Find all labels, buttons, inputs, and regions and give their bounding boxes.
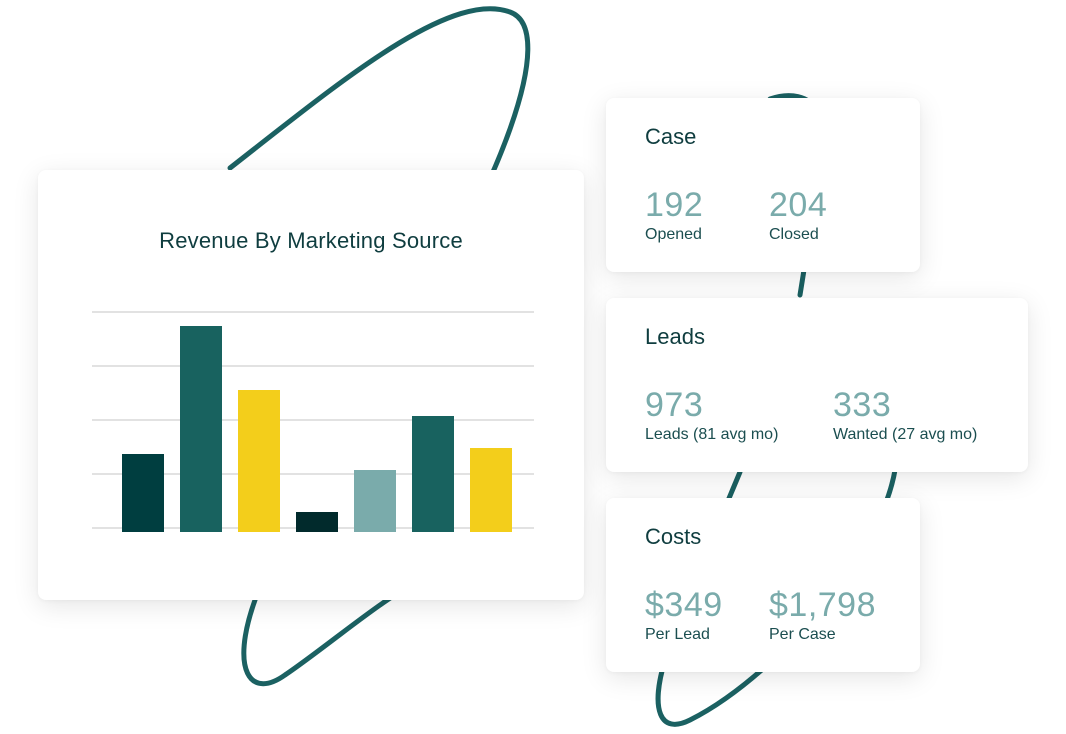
cost-per-lead-value: $349 xyxy=(645,586,723,624)
leads-total-label: Leads (81 avg mo) xyxy=(645,426,779,443)
costs-card-title: Costs xyxy=(645,524,702,549)
leads-total-value: 973 xyxy=(645,386,704,424)
chart-bar xyxy=(122,454,164,532)
costs-card: Costs $349 Per Lead $1,798 Per Case xyxy=(606,498,920,672)
case-card-title: Case xyxy=(645,124,697,149)
chart-bar xyxy=(354,470,396,532)
leads-wanted-stat: 333 Wanted (27 avg mo) xyxy=(833,386,977,444)
chart-bar xyxy=(470,448,512,532)
chart-bar xyxy=(412,416,454,532)
case-opened-value: 192 xyxy=(645,186,704,224)
case-closed-stat: 204 Closed xyxy=(769,186,827,244)
case-closed-value: 204 xyxy=(769,186,828,224)
chart-bar xyxy=(296,512,338,532)
case-closed-label: Closed xyxy=(769,226,819,243)
cost-per-case-stat: $1,798 Per Case xyxy=(769,586,876,644)
cost-per-case-label: Per Case xyxy=(769,626,836,643)
chart-title: Revenue By Marketing Source xyxy=(159,228,463,253)
cost-per-case-value: $1,798 xyxy=(769,586,876,624)
case-opened-stat: 192 Opened xyxy=(645,186,703,244)
case-card: Case 192 Opened 204 Closed xyxy=(606,98,920,272)
leads-card: Leads 973 Leads (81 avg mo) 333 Wanted (… xyxy=(606,298,1028,472)
chart-bar xyxy=(238,390,280,532)
revenue-bar-chart xyxy=(92,311,534,532)
leads-card-title: Leads xyxy=(645,324,705,349)
cost-per-lead-label: Per Lead xyxy=(645,626,710,643)
case-opened-label: Opened xyxy=(645,226,702,243)
chart-bar xyxy=(180,326,222,532)
revenue-chart-card: Revenue By Marketing Source xyxy=(38,170,584,600)
leads-wanted-label: Wanted (27 avg mo) xyxy=(833,426,978,443)
leads-wanted-value: 333 xyxy=(833,386,892,424)
cost-per-lead-stat: $349 Per Lead xyxy=(645,586,723,644)
leads-total-stat: 973 Leads (81 avg mo) xyxy=(645,386,778,444)
